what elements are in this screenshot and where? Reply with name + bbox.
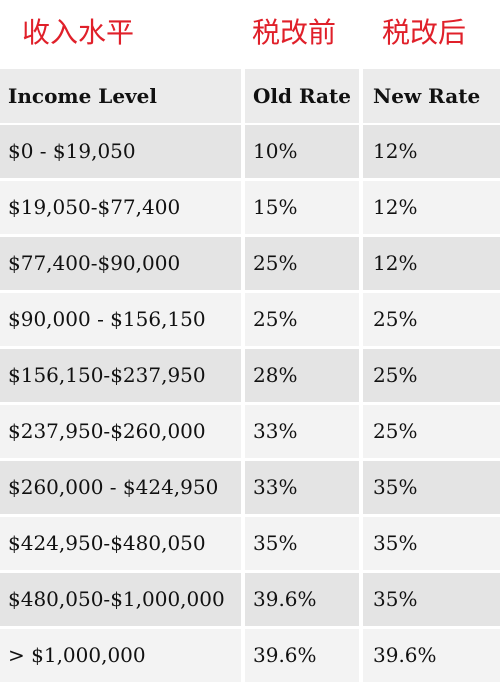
header-new-rate: New Rate bbox=[363, 69, 500, 123]
income-level-cell: $424,950-$480,050 bbox=[0, 517, 241, 570]
new-rate-cell: 12% bbox=[363, 181, 500, 234]
new-rate-cell: 25% bbox=[363, 349, 500, 402]
new-rate-cell: 35% bbox=[363, 573, 500, 626]
old-rate-cell: 39.6% bbox=[245, 629, 359, 682]
income-level-cell: $0 - $19,050 bbox=[0, 125, 241, 178]
table-row: $156,150-$237,950 28% 25% bbox=[0, 349, 500, 402]
new-rate-cell: 39.6% bbox=[363, 629, 500, 682]
old-rate-cell: 33% bbox=[245, 405, 359, 458]
income-level-cell: $156,150-$237,950 bbox=[0, 349, 241, 402]
income-level-cell: > $1,000,000 bbox=[0, 629, 241, 682]
new-rate-cell: 12% bbox=[363, 237, 500, 290]
table-header-row: Income Level Old Rate New Rate bbox=[0, 69, 500, 123]
old-rate-cell: 15% bbox=[245, 181, 359, 234]
old-rate-cell: 28% bbox=[245, 349, 359, 402]
header-income-level: Income Level bbox=[0, 69, 241, 123]
new-rate-cell: 35% bbox=[363, 461, 500, 514]
income-level-cell: $90,000 - $156,150 bbox=[0, 293, 241, 346]
caption-income-level: 收入水平 bbox=[22, 16, 135, 49]
caption-before-reform: 税改前 bbox=[252, 16, 337, 49]
table-row: $260,000 - $424,950 33% 35% bbox=[0, 461, 500, 514]
old-rate-cell: 39.6% bbox=[245, 573, 359, 626]
old-rate-cell: 35% bbox=[245, 517, 359, 570]
income-level-cell: $260,000 - $424,950 bbox=[0, 461, 241, 514]
new-rate-cell: 12% bbox=[363, 125, 500, 178]
new-rate-cell: 25% bbox=[363, 293, 500, 346]
tax-rate-table: Income Level Old Rate New Rate $0 - $19,… bbox=[0, 69, 500, 685]
income-level-cell: $77,400-$90,000 bbox=[0, 237, 241, 290]
income-level-cell: $237,950-$260,000 bbox=[0, 405, 241, 458]
table-row: > $1,000,000 39.6% 39.6% bbox=[0, 629, 500, 682]
old-rate-cell: 25% bbox=[245, 293, 359, 346]
new-rate-cell: 25% bbox=[363, 405, 500, 458]
caption-after-reform: 税改后 bbox=[382, 16, 467, 49]
table-row: $77,400-$90,000 25% 12% bbox=[0, 237, 500, 290]
table-row: $237,950-$260,000 33% 25% bbox=[0, 405, 500, 458]
old-rate-cell: 10% bbox=[245, 125, 359, 178]
table-row: $19,050-$77,400 15% 12% bbox=[0, 181, 500, 234]
table-row: $0 - $19,050 10% 12% bbox=[0, 125, 500, 178]
income-level-cell: $480,050-$1,000,000 bbox=[0, 573, 241, 626]
chinese-caption-row: 收入水平 税改前 税改后 bbox=[0, 0, 500, 66]
table-row: $424,950-$480,050 35% 35% bbox=[0, 517, 500, 570]
income-level-cell: $19,050-$77,400 bbox=[0, 181, 241, 234]
old-rate-cell: 33% bbox=[245, 461, 359, 514]
old-rate-cell: 25% bbox=[245, 237, 359, 290]
table-row: $480,050-$1,000,000 39.6% 35% bbox=[0, 573, 500, 626]
table-row: $90,000 - $156,150 25% 25% bbox=[0, 293, 500, 346]
header-old-rate: Old Rate bbox=[245, 69, 359, 123]
new-rate-cell: 35% bbox=[363, 517, 500, 570]
